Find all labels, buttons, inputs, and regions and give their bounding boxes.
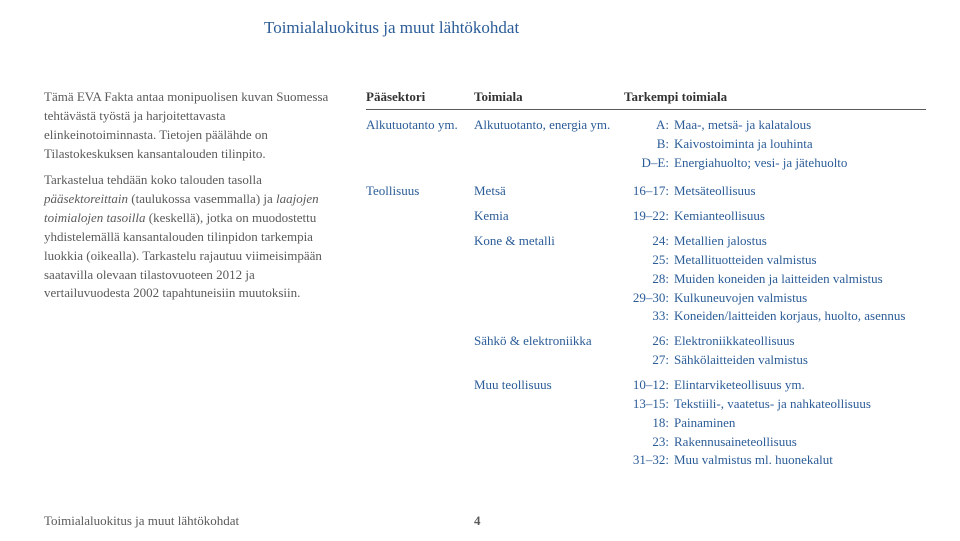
cell-sector: Alkutuotanto ym. bbox=[366, 116, 474, 135]
detail-line: D–E:Energiahuolto; vesi- ja jätehuolto bbox=[624, 154, 926, 173]
table-row: Alkutuotanto ym.Alkutuotanto, energia ym… bbox=[366, 116, 926, 173]
cell-sector: Teollisuus bbox=[366, 182, 474, 201]
cell-details: 24:Metallien jalostus25:Metallituotteide… bbox=[624, 232, 926, 326]
intro-p2-em1: pääsektoreittain bbox=[44, 191, 128, 206]
cell-branch: Metsä bbox=[474, 182, 624, 201]
detail-text: Maa-, metsä- ja kalatalous bbox=[674, 117, 811, 132]
detail-prefix: 31–32: bbox=[624, 451, 674, 470]
detail-line: 24:Metallien jalostus bbox=[624, 232, 926, 251]
detail-prefix: 25: bbox=[624, 251, 674, 270]
detail-prefix: 28: bbox=[624, 270, 674, 289]
detail-text: Metallien jalostus bbox=[674, 233, 767, 248]
cell-details: 26:Elektroniikkateollisuus27:Sähkölaitte… bbox=[624, 332, 926, 370]
detail-prefix: 27: bbox=[624, 351, 674, 370]
detail-prefix: 10–12: bbox=[624, 376, 674, 395]
intro-p2-c: (taulukossa vasemmalla) ja bbox=[128, 191, 276, 206]
detail-prefix: 19–22: bbox=[624, 207, 674, 226]
cell-branch: Muu teollisuus bbox=[474, 376, 624, 395]
detail-line: 27:Sähkölaitteiden valmistus bbox=[624, 351, 926, 370]
detail-text: Muiden koneiden ja laitteiden valmistus bbox=[674, 271, 883, 286]
table-row: Muu teollisuus10–12:Elintarviketeollisuu… bbox=[366, 376, 926, 470]
page-footer: Toimialaluokitus ja muut lähtökohdat 4 bbox=[44, 513, 914, 529]
detail-text: Metallituotteiden valmistus bbox=[674, 252, 817, 267]
detail-text: Kemianteollisuus bbox=[674, 208, 765, 223]
intro-p2: Tarkastelua tehdään koko talouden tasoll… bbox=[44, 171, 340, 303]
detail-text: Kulkuneuvojen valmistus bbox=[674, 290, 807, 305]
intro-text: Tämä EVA Fakta antaa monipuolisen kuvan … bbox=[44, 88, 340, 311]
cell-branch: Kemia bbox=[474, 207, 624, 226]
detail-prefix: 16–17: bbox=[624, 182, 674, 201]
detail-prefix: 26: bbox=[624, 332, 674, 351]
detail-text: Sähkölaitteiden valmistus bbox=[674, 352, 808, 367]
detail-line: B:Kaivostoiminta ja louhinta bbox=[624, 135, 926, 154]
detail-line: 31–32:Muu valmistus ml. huonekalut bbox=[624, 451, 926, 470]
cell-branch: Alkutuotanto, energia ym. bbox=[474, 116, 624, 135]
detail-text: Tekstiili-, vaatetus- ja nahkateollisuus bbox=[674, 396, 871, 411]
col-header-sector: Pääsektori bbox=[366, 88, 474, 107]
detail-prefix: 29–30: bbox=[624, 289, 674, 308]
detail-line: 18:Painaminen bbox=[624, 414, 926, 433]
table-row: Sähkö & elektroniikka26:Elektroniikkateo… bbox=[366, 332, 926, 370]
cell-details: A:Maa-, metsä- ja kalatalousB:Kaivostoim… bbox=[624, 116, 926, 173]
detail-prefix: 18: bbox=[624, 414, 674, 433]
detail-text: Koneiden/laitteiden korjaus, huolto, ase… bbox=[674, 308, 905, 323]
detail-prefix: A: bbox=[624, 116, 674, 135]
footer-page-number: 4 bbox=[474, 513, 481, 529]
detail-text: Elintarviketeollisuus ym. bbox=[674, 377, 805, 392]
intro-p1: Tämä EVA Fakta antaa monipuolisen kuvan … bbox=[44, 88, 340, 163]
detail-prefix: D–E: bbox=[624, 154, 674, 173]
col-header-detail: Tarkempi toimiala bbox=[624, 88, 926, 107]
detail-line: 28:Muiden koneiden ja laitteiden valmist… bbox=[624, 270, 926, 289]
detail-line: 33:Koneiden/laitteiden korjaus, huolto, … bbox=[624, 307, 926, 326]
cell-branch: Kone & metalli bbox=[474, 232, 624, 251]
detail-line: 13–15:Tekstiili-, vaatetus- ja nahkateol… bbox=[624, 395, 926, 414]
detail-text: Kaivostoiminta ja louhinta bbox=[674, 136, 813, 151]
detail-line: 25:Metallituotteiden valmistus bbox=[624, 251, 926, 270]
cell-details: 19–22:Kemianteollisuus bbox=[624, 207, 926, 226]
detail-text: Rakennusaineteollisuus bbox=[674, 434, 797, 449]
classification-table: Pääsektori Toimiala Tarkempi toimiala Al… bbox=[366, 88, 926, 476]
detail-prefix: 33: bbox=[624, 307, 674, 326]
detail-line: A:Maa-, metsä- ja kalatalous bbox=[624, 116, 926, 135]
detail-text: Muu valmistus ml. huonekalut bbox=[674, 452, 833, 467]
table-row: Kemia19–22:Kemianteollisuus bbox=[366, 207, 926, 226]
page-title: Toimialaluokitus ja muut lähtökohdat bbox=[264, 18, 519, 38]
table-header: Pääsektori Toimiala Tarkempi toimiala bbox=[366, 88, 926, 107]
header-rule bbox=[366, 109, 926, 110]
col-header-branch: Toimiala bbox=[474, 88, 624, 107]
footer-title: Toimialaluokitus ja muut lähtökohdat bbox=[44, 513, 239, 529]
detail-prefix: 24: bbox=[624, 232, 674, 251]
detail-line: 19–22:Kemianteollisuus bbox=[624, 207, 926, 226]
intro-p2-a: Tarkastelua tehdään koko talouden tasoll… bbox=[44, 172, 262, 187]
detail-prefix: B: bbox=[624, 135, 674, 154]
detail-text: Painaminen bbox=[674, 415, 735, 430]
detail-line: 10–12:Elintarviketeollisuus ym. bbox=[624, 376, 926, 395]
detail-text: Energiahuolto; vesi- ja jätehuolto bbox=[674, 155, 847, 170]
cell-branch: Sähkö & elektroniikka bbox=[474, 332, 624, 351]
detail-prefix: 13–15: bbox=[624, 395, 674, 414]
cell-details: 10–12:Elintarviketeollisuus ym.13–15:Tek… bbox=[624, 376, 926, 470]
detail-line: 26:Elektroniikkateollisuus bbox=[624, 332, 926, 351]
detail-text: Metsäteollisuus bbox=[674, 183, 756, 198]
detail-line: 29–30:Kulkuneuvojen valmistus bbox=[624, 289, 926, 308]
detail-line: 16–17:Metsäteollisuus bbox=[624, 182, 926, 201]
table-row: Kone & metalli24:Metallien jalostus25:Me… bbox=[366, 232, 926, 326]
detail-text: Elektroniikkateollisuus bbox=[674, 333, 795, 348]
table-row: TeollisuusMetsä16–17:Metsäteollisuus bbox=[366, 182, 926, 201]
cell-details: 16–17:Metsäteollisuus bbox=[624, 182, 926, 201]
detail-prefix: 23: bbox=[624, 433, 674, 452]
detail-line: 23:Rakennusaineteollisuus bbox=[624, 433, 926, 452]
